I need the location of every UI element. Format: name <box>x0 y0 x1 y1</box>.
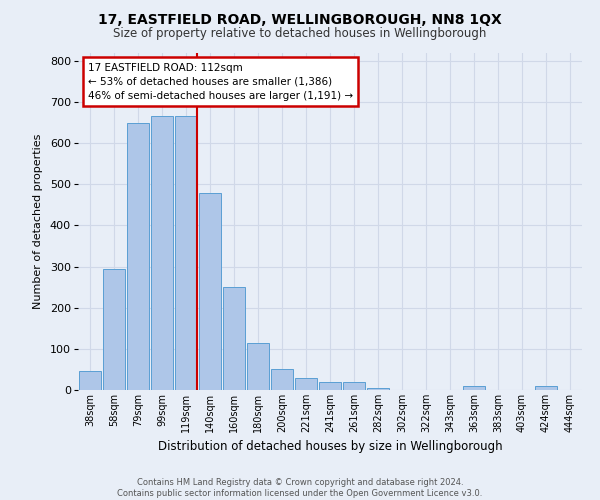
Bar <box>463 386 485 390</box>
Bar <box>223 286 245 390</box>
Text: 17, EASTFIELD ROAD, WELLINGBOROUGH, NN8 1QX: 17, EASTFIELD ROAD, WELLINGBOROUGH, NN8 … <box>98 12 502 26</box>
Text: Contains HM Land Registry data © Crown copyright and database right 2024.
Contai: Contains HM Land Registry data © Crown c… <box>118 478 482 498</box>
Bar <box>79 370 101 390</box>
Bar <box>175 116 197 390</box>
Bar <box>295 378 317 390</box>
Bar <box>127 124 149 390</box>
X-axis label: Distribution of detached houses by size in Wellingborough: Distribution of detached houses by size … <box>158 440 502 454</box>
Bar <box>535 386 557 390</box>
Bar <box>271 370 293 390</box>
Bar <box>319 382 341 390</box>
Bar <box>199 194 221 390</box>
Bar <box>103 269 125 390</box>
Text: 17 EASTFIELD ROAD: 112sqm
← 53% of detached houses are smaller (1,386)
46% of se: 17 EASTFIELD ROAD: 112sqm ← 53% of detac… <box>88 62 353 100</box>
Bar <box>343 382 365 390</box>
Text: Size of property relative to detached houses in Wellingborough: Size of property relative to detached ho… <box>113 28 487 40</box>
Bar <box>247 344 269 390</box>
Bar <box>151 116 173 390</box>
Y-axis label: Number of detached properties: Number of detached properties <box>33 134 43 309</box>
Bar <box>367 388 389 390</box>
